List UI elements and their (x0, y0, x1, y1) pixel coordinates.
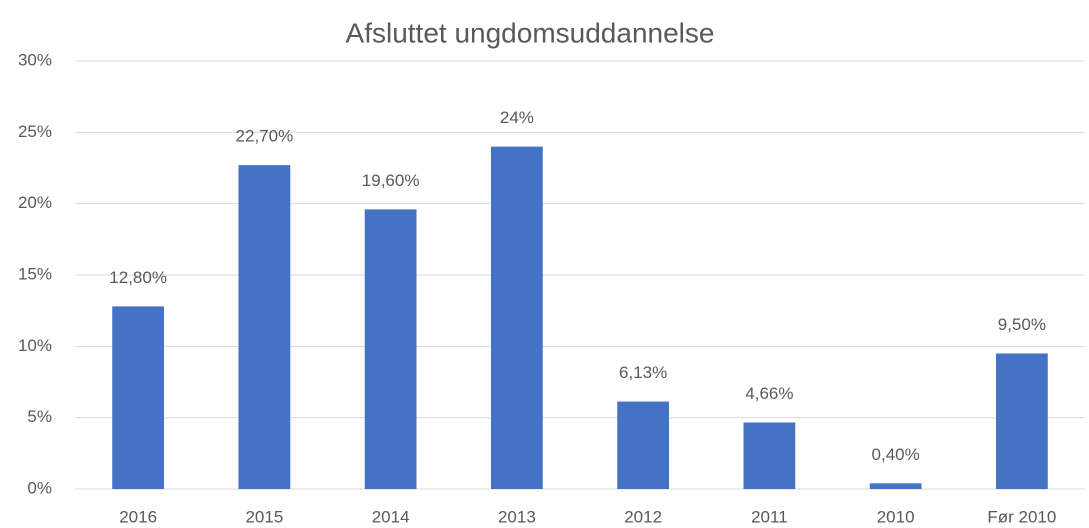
bar (743, 422, 796, 489)
x-tick-label: 2016 (119, 507, 157, 526)
x-tick-label: 2014 (372, 507, 410, 526)
y-tick-label: 25% (18, 122, 52, 141)
x-tick-label: Før 2010 (987, 507, 1056, 526)
x-tick-label: 2013 (498, 507, 536, 526)
x-tick-label: 2012 (624, 507, 662, 526)
bar (869, 483, 922, 489)
chart-title: Afsluttet ungdomsuddannelse (346, 17, 715, 48)
y-tick-label: 10% (18, 336, 52, 355)
data-label: 24% (500, 108, 534, 127)
y-tick-label: 0% (27, 478, 52, 497)
x-tick-label: 2015 (245, 507, 283, 526)
data-label: 22,70% (236, 127, 294, 146)
data-label: 0,40% (872, 445, 920, 464)
data-label: 12,80% (109, 268, 167, 287)
x-tick-label: 2011 (751, 507, 788, 526)
bar (617, 401, 670, 489)
y-tick-label: 15% (18, 264, 52, 283)
bar (490, 146, 543, 489)
y-tick-label: 5% (27, 407, 52, 426)
bar (112, 306, 165, 489)
y-tick-label: 30% (18, 50, 52, 69)
bar (364, 209, 417, 489)
y-tick-label: 20% (18, 193, 52, 212)
data-label: 9,50% (998, 315, 1046, 334)
bar (995, 353, 1048, 489)
data-label: 4,66% (745, 384, 793, 403)
data-label: 19,60% (362, 171, 420, 190)
data-label: 6,13% (619, 363, 667, 382)
bar (238, 165, 291, 489)
x-tick-label: 2010 (877, 507, 915, 526)
